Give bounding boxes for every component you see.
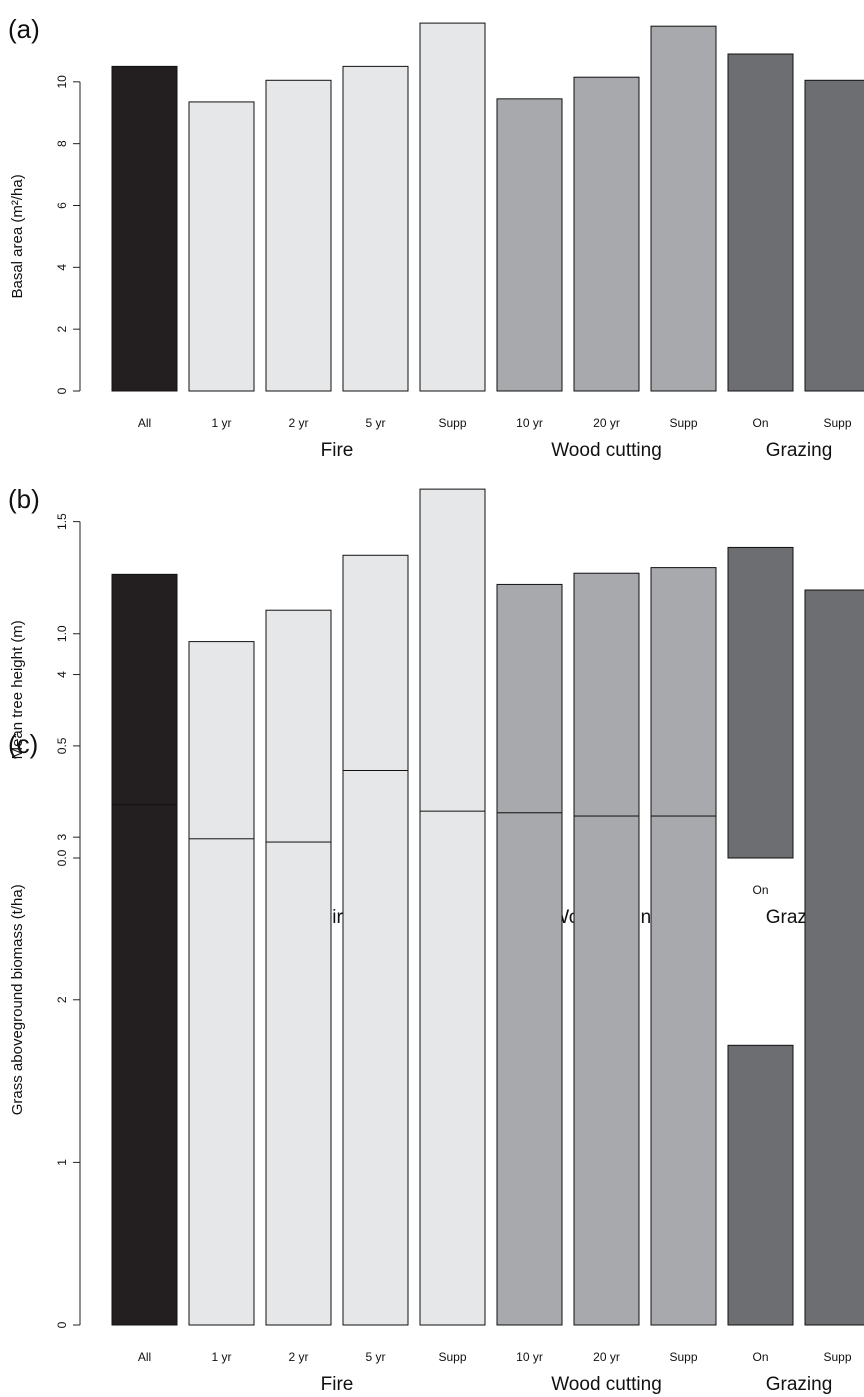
- bar-1: [188, 101, 255, 392]
- y-tick-label: 1.0: [55, 625, 69, 642]
- bar-5: [496, 98, 563, 392]
- panel-label: (a): [8, 14, 40, 44]
- group-label: Fire: [321, 1374, 354, 1395]
- bar-9: [804, 79, 864, 392]
- category-label: Supp: [438, 416, 466, 430]
- bar-4: [419, 488, 486, 859]
- y-tick-label: 0: [55, 387, 69, 394]
- bar-8: [727, 53, 794, 392]
- category-label: On: [752, 1350, 768, 1364]
- bar-2: [265, 79, 332, 392]
- y-tick-label: 4: [55, 671, 69, 678]
- y-axis-title: Mean tree height (m): [9, 620, 26, 759]
- bar-1: [188, 838, 255, 1326]
- bar-2: [265, 609, 332, 859]
- bar-1: [188, 641, 255, 859]
- y-tick-label: 0.0: [55, 849, 69, 866]
- bar-6: [573, 572, 640, 859]
- category-label: 20 yr: [593, 416, 620, 430]
- bar-3: [342, 769, 409, 1326]
- panel-c: (c) 0 1 2 3 4 Grass aboveground biomass (t/ha)…: [8, 589, 864, 1395]
- panel-label: (b): [8, 484, 40, 514]
- y-tick-label: 10: [55, 75, 69, 89]
- bar-6: [573, 815, 640, 1326]
- y-tick-label: 2: [55, 326, 69, 333]
- category-label: Supp: [823, 1350, 851, 1364]
- category-label: Supp: [438, 1350, 466, 1364]
- category-label: Supp: [669, 1350, 697, 1364]
- bar-0: [111, 65, 178, 392]
- category-label: 20 yr: [593, 1350, 620, 1364]
- y-tick-label: 3: [55, 834, 69, 841]
- category-label: On: [752, 416, 768, 430]
- bar-4: [419, 22, 486, 392]
- category-label: Supp: [669, 416, 697, 430]
- category-label: All: [138, 416, 151, 430]
- group-label: Grazing: [766, 440, 833, 461]
- y-axis-title: Basal area (m²/ha): [9, 174, 26, 298]
- group-label: Fire: [321, 440, 354, 461]
- category-label: On: [752, 883, 768, 897]
- y-axis-title: Grass aboveground biomass (t/ha): [9, 884, 26, 1115]
- y-tick-label: 1.5: [55, 513, 69, 530]
- category-label: 10 yr: [516, 1350, 543, 1364]
- bar-8: [727, 546, 794, 859]
- category-label: 10 yr: [516, 416, 543, 430]
- category-label: Supp: [823, 416, 851, 430]
- category-label: 2 yr: [288, 416, 308, 430]
- bar-9: [804, 589, 864, 1326]
- bar-0: [111, 804, 178, 1326]
- y-tick-label: 1: [55, 1159, 69, 1166]
- category-label: 5 yr: [365, 1350, 385, 1364]
- bar-6: [573, 76, 640, 392]
- bar-4: [419, 810, 486, 1326]
- bar-3: [342, 65, 409, 392]
- category-label: 5 yr: [365, 416, 385, 430]
- group-label: Grazing: [766, 1374, 833, 1395]
- category-label: 2 yr: [288, 1350, 308, 1364]
- y-tick-label: 8: [55, 140, 69, 147]
- bar-2: [265, 841, 332, 1326]
- y-tick-label: 0.5: [55, 737, 69, 754]
- category-label: All: [138, 1350, 151, 1364]
- bar-7: [650, 567, 717, 859]
- bar-5: [496, 812, 563, 1326]
- y-tick-label: 0: [55, 1321, 69, 1328]
- y-tick-label: 6: [55, 202, 69, 209]
- bar-8: [727, 1044, 794, 1326]
- y-tick-label: 2: [55, 996, 69, 1003]
- category-label: 1 yr: [211, 1350, 231, 1364]
- panel-label: (c): [8, 729, 38, 759]
- bar-7: [650, 25, 717, 392]
- group-label: Wood cutting: [551, 440, 662, 461]
- bar-7: [650, 815, 717, 1326]
- y-tick-label: 4: [55, 264, 69, 271]
- panel-a: (a) 0 2 4 6 8 10 Basal area (m²/ha) All 1 yr 2 yr 5…: [8, 14, 864, 461]
- group-label: Wood cutting: [551, 1374, 662, 1395]
- category-label: 1 yr: [211, 416, 231, 430]
